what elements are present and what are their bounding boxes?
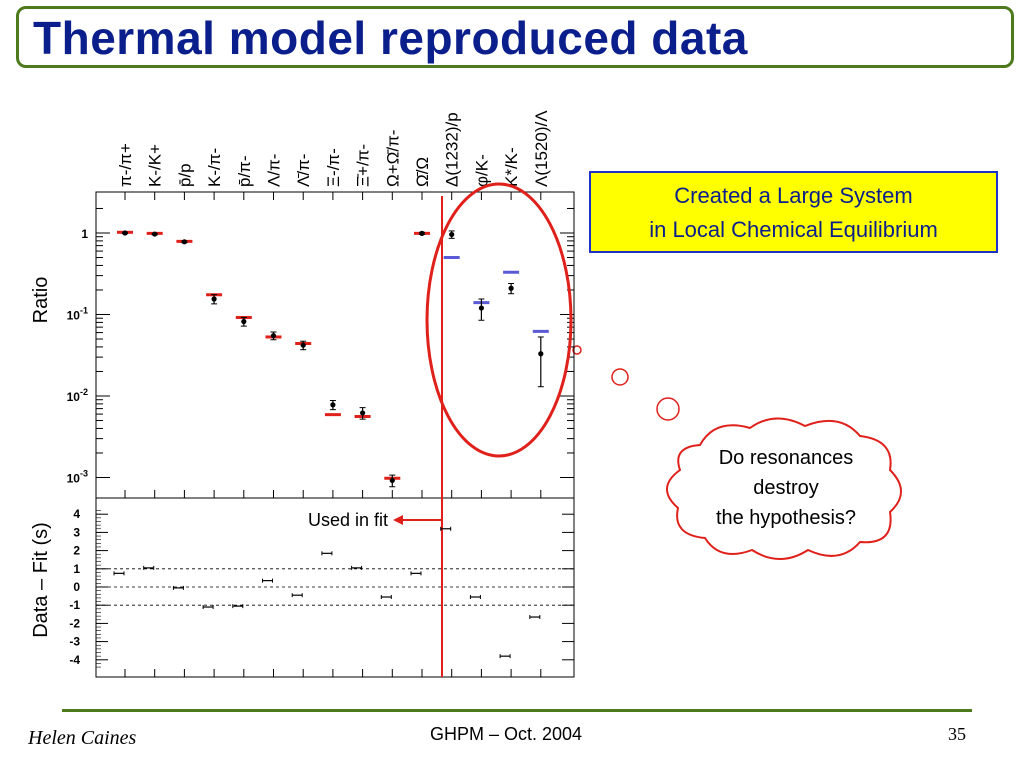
y-tick-label: 1 — [81, 227, 88, 241]
category-label: K*/K- — [502, 147, 521, 187]
category-label: π-/π+ — [116, 143, 135, 187]
callout-box: Created a Large System in Local Chemical… — [589, 171, 998, 253]
data-point — [360, 410, 366, 416]
data-point — [241, 318, 247, 325]
data-point — [211, 296, 217, 302]
data-point — [300, 342, 306, 348]
y-axis-title-lower: Data – Fit (s) — [30, 522, 52, 638]
data-point — [419, 230, 425, 236]
category-label: p̄/π- — [235, 155, 254, 187]
data-point — [508, 285, 514, 291]
data-point — [538, 351, 544, 357]
data-point — [181, 239, 187, 245]
data-point — [389, 477, 395, 484]
category-label: φ/K- — [472, 154, 491, 187]
footer-event: GHPM – Oct. 2004 — [430, 724, 583, 744]
thought-bubble-large — [656, 397, 680, 421]
y-tick-label-lower: 2 — [73, 544, 80, 558]
data-point — [122, 230, 128, 236]
category-label: Λ(1520)/Λ — [532, 110, 551, 187]
category-label: Δ(1232)/p — [443, 112, 462, 187]
callout-line-2: in Local Chemical Equilibrium — [649, 217, 938, 242]
category-label: Ω̄/Ω — [413, 157, 432, 187]
cloud-line-1: Do resonances — [719, 447, 854, 469]
y-tick-label-lower: 1 — [73, 562, 80, 576]
y-tick-label-lower: -2 — [69, 616, 80, 630]
resonance-ellipse — [425, 182, 573, 458]
y-axis-title-upper: Ratio — [30, 277, 52, 324]
category-label: Ξ-/π- — [324, 148, 343, 187]
used-in-fit-label: Used in fit — [308, 510, 388, 530]
category-label: Ω+Ω̄/π- — [383, 130, 402, 187]
thought-cloud: Do resonances destroy the hypothesis? — [666, 417, 902, 560]
y-tick-label-lower: -1 — [69, 598, 80, 612]
category-label: Λ/π- — [265, 154, 284, 187]
y-tick-label: 10-1 — [67, 306, 88, 323]
category-label: p̄/p — [175, 163, 194, 187]
y-tick-label-lower: 3 — [73, 525, 80, 539]
category-label: K-/K+ — [146, 144, 165, 187]
category-label: Λ̄/π- — [294, 154, 313, 187]
thought-bubble-medium — [611, 368, 629, 386]
thought-bubbles — [572, 345, 680, 421]
y-tick-label-lower: -4 — [69, 653, 80, 667]
page-number: 35 — [948, 724, 966, 744]
y-tick-label-lower: 4 — [73, 507, 80, 521]
thought-cloud-shape — [666, 417, 902, 560]
y-tick-label: 10-2 — [67, 387, 88, 404]
data-point — [330, 402, 336, 408]
data-point — [270, 333, 277, 339]
slide-title: Thermal model reproduced data — [33, 12, 748, 64]
y-tick-label-lower: -3 — [69, 635, 80, 649]
upper-plot-frame — [95, 191, 575, 499]
data-point — [478, 305, 484, 311]
thought-bubble-small — [572, 345, 582, 355]
cloud-line-3: the hypothesis? — [716, 507, 856, 529]
category-label: Ξ̄+/π- — [354, 144, 373, 187]
cloud-line-2: destroy — [753, 477, 819, 499]
data-point — [449, 231, 455, 238]
callout-line-1: Created a Large System — [674, 183, 913, 208]
y-tick-label-lower: 0 — [73, 580, 80, 594]
y-tick-label: 10-3 — [67, 469, 88, 486]
footer-divider — [62, 709, 972, 712]
category-label: K-/π- — [205, 148, 224, 187]
annotation-layer: Used in fit — [308, 510, 441, 530]
used-in-fit-arrow-head — [393, 515, 403, 525]
footer-author: Helen Caines — [28, 727, 137, 749]
title-frame: Thermal model reproduced data — [16, 6, 1014, 68]
data-point — [152, 231, 158, 237]
